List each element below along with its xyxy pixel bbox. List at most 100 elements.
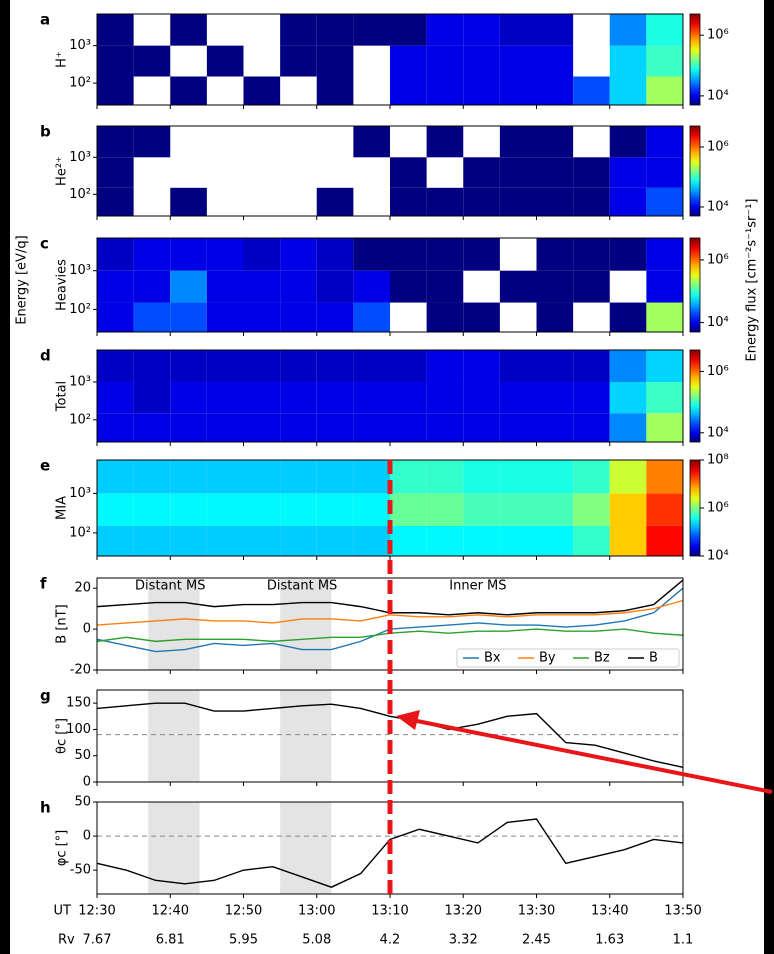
heatmap-cell [573,270,610,303]
panel-letter: h [40,799,51,817]
heatmap-cell [316,413,354,442]
heatmap-cell [609,126,647,158]
flux-axis-label: Energy flux [cm⁻²s⁻¹sr⁻¹] [745,199,760,362]
heatmap-cell [243,238,281,271]
y-tick-label: 50 [74,748,91,763]
heatmap-cell [97,45,134,77]
heatmap-cell [206,493,244,526]
colorbar-tick-label: 10⁶ [707,252,729,267]
panel [97,14,683,105]
heatmap-cell [536,460,574,494]
heatmap-cell [353,525,390,556]
series-line [96,702,684,768]
heatmap-cell [426,270,464,303]
heatmap-cell [170,381,207,414]
heatmap-cell [97,413,134,442]
heatmap-cell [170,76,207,105]
annotation: Distant MS [267,579,337,594]
heatmap-cell [206,413,244,442]
heatmap-cell [609,157,647,188]
heatmap-cell [97,126,134,158]
heatmap-cell [353,381,390,414]
heatmap-cell [646,350,683,382]
x-tick-label: 13:40 [591,904,628,919]
y-axis-label: H⁺ [55,51,70,68]
heatmap-cell [390,413,427,442]
heatmap-cell [280,460,317,494]
heatmap-cell [609,460,647,494]
heatmap-cell [390,76,427,105]
heatmap-cell [573,381,610,414]
heatmap-cell [206,45,244,77]
heatmap-cell [243,270,281,303]
y-tick-label: 10³ [69,263,91,278]
heatmap-cell [609,381,647,414]
heatmap-cell [316,460,354,494]
heatmap-cell [133,270,171,303]
heatmap-cell [170,413,207,442]
heatmap-cell [463,14,500,46]
heatmap-cell [646,45,683,77]
y-tick-label: 10² [69,412,91,427]
x-tick-label: 12:40 [152,904,189,919]
heatmap-cell [426,76,464,105]
heatmap-cell [133,45,171,77]
colorbar-tick-label: 10⁴ [707,315,729,330]
heatmap-cell [646,187,683,216]
heatmap-cell [280,493,317,526]
heatmap-cell [536,45,574,77]
heatmap-cell [426,493,464,526]
y-tick-label: 10³ [69,150,91,165]
x-axis-label: UT [54,904,72,919]
heatmap-cell [536,302,574,332]
heatmap-cell [353,302,390,332]
heatmap-cell [390,187,427,216]
heatmap-cell [170,302,207,332]
annotation: Inner MS [449,579,506,594]
heatmap-cell [97,14,134,46]
heatmap-cell [499,350,537,382]
heatmap-cell [316,14,354,46]
panel-letter: f [40,575,47,593]
heatmap-cell [243,460,281,494]
heatmap-cell [573,460,610,494]
x2-tick-label: 5.95 [229,933,258,948]
colorbar-tick-label: 10⁶ [707,28,729,43]
heatmap-cell [426,14,464,46]
panel-letter: e [40,457,50,475]
heatmap-cell [170,460,207,494]
heatmap-cell [646,413,683,442]
colorbar [689,237,701,333]
heatmap-cell [499,14,537,46]
heatmap-cell [390,14,427,46]
heatmap-cell [573,413,610,442]
heatmap-cell [646,493,683,526]
heatmap-cell [426,45,464,77]
y-tick-label: 0 [83,829,91,844]
heatmap-cell [426,381,464,414]
panel [97,350,683,442]
heatmap-cell [97,76,134,105]
heatmap-cell [609,350,647,382]
x-tick-label: 13:10 [371,904,408,919]
x2-tick-label: 1.63 [595,933,624,948]
heatmap-cell [573,350,610,382]
heatmap-cell [316,270,354,303]
heatmap-cell [243,381,281,414]
heatmap-cell [280,350,317,382]
heatmap-cell [646,157,683,188]
heatmap-cell [97,157,134,188]
heatmap-cell [463,525,500,556]
y-tick-label: 10² [69,525,91,540]
colorbar-tick-label: 10⁶ [707,139,729,154]
heatmap-cell [463,381,500,414]
x-tick-label: 12:30 [78,904,115,919]
heatmap-cell [133,381,171,414]
heatmap-cell [316,76,354,105]
pointer-arrow [411,718,773,794]
legend-label: By [539,651,556,666]
heatmap-cell [499,187,537,216]
heatmap-cell [133,493,171,526]
heatmap-cell [499,381,537,414]
